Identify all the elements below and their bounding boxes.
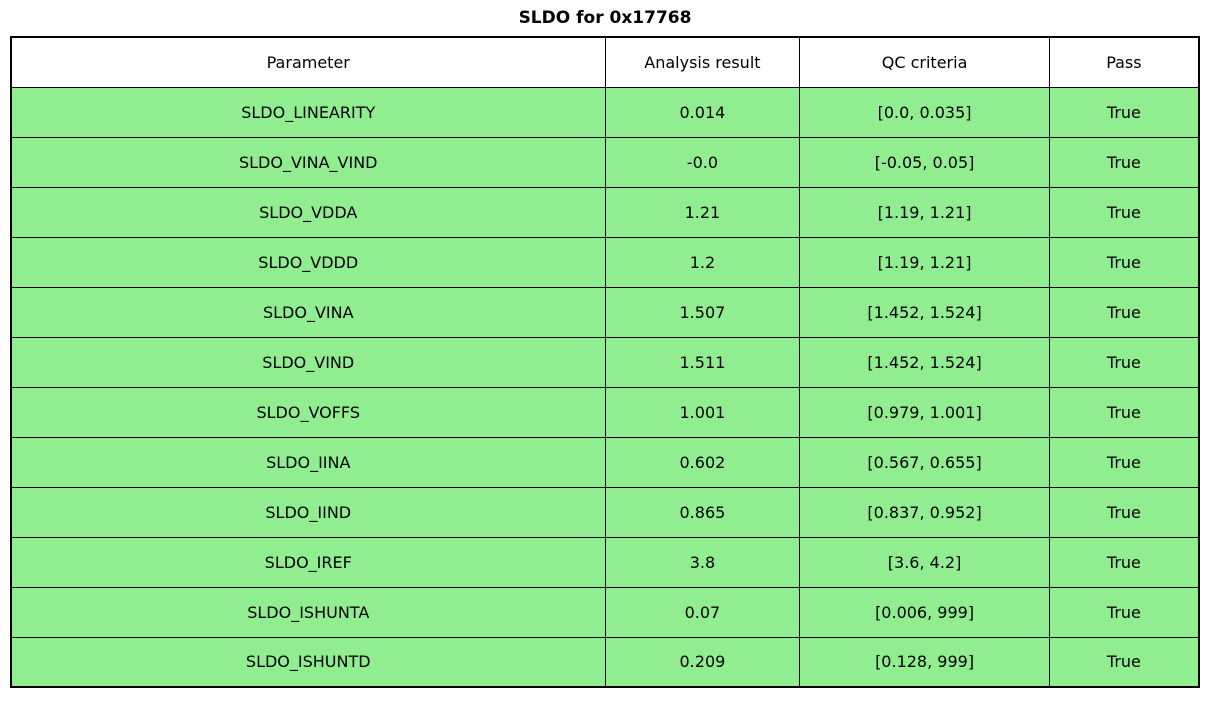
cell-analysis-result: 1.507: [604, 286, 801, 338]
cell-analysis-result: 3.8: [604, 536, 801, 588]
cell-parameter: SLDO_VIND: [10, 336, 606, 388]
cell-parameter: SLDO_VOFFS: [10, 386, 606, 438]
cell-qc-criteria: [0.567, 0.655]: [799, 436, 1050, 488]
cell-pass: True: [1048, 636, 1200, 688]
cell-qc-criteria: [0.837, 0.952]: [799, 486, 1050, 538]
cell-pass: True: [1048, 386, 1200, 438]
column-header-analysis-result: Analysis result: [604, 36, 801, 88]
cell-qc-criteria: [0.979, 1.001]: [799, 386, 1050, 438]
cell-qc-criteria: [1.452, 1.524]: [799, 286, 1050, 338]
header-row: Parameter Analysis result QC criteria Pa…: [10, 36, 1200, 88]
table-row: SLDO_IIND 0.865 [0.837, 0.952] True: [10, 486, 1200, 538]
cell-parameter: SLDO_IINA: [10, 436, 606, 488]
qc-results-table: Parameter Analysis result QC criteria Pa…: [10, 36, 1200, 688]
table-row: SLDO_IREF 3.8 [3.6, 4.2] True: [10, 536, 1200, 588]
table-row: SLDO_VDDA 1.21 [1.19, 1.21] True: [10, 186, 1200, 238]
cell-pass: True: [1048, 436, 1200, 488]
cell-pass: True: [1048, 236, 1200, 288]
table-row: SLDO_LINEARITY 0.014 [0.0, 0.035] True: [10, 86, 1200, 138]
cell-analysis-result: 1.511: [604, 336, 801, 388]
cell-analysis-result: 1.001: [604, 386, 801, 438]
cell-parameter: SLDO_LINEARITY: [10, 86, 606, 138]
table-row: SLDO_VINA_VIND -0.0 [-0.05, 0.05] True: [10, 136, 1200, 188]
table-row: SLDO_ISHUNTD 0.209 [0.128, 999] True: [10, 636, 1200, 688]
cell-analysis-result: 1.2: [604, 236, 801, 288]
cell-parameter: SLDO_IREF: [10, 536, 606, 588]
table-row: SLDO_VOFFS 1.001 [0.979, 1.001] True: [10, 386, 1200, 438]
cell-pass: True: [1048, 86, 1200, 138]
cell-parameter: SLDO_VINA: [10, 286, 606, 338]
cell-parameter: SLDO_VDDD: [10, 236, 606, 288]
table-row: SLDO_VDDD 1.2 [1.19, 1.21] True: [10, 236, 1200, 288]
cell-qc-criteria: [1.452, 1.524]: [799, 336, 1050, 388]
cell-qc-criteria: [1.19, 1.21]: [799, 236, 1050, 288]
table-row: SLDO_VINA 1.507 [1.452, 1.524] True: [10, 286, 1200, 338]
cell-qc-criteria: [0.0, 0.035]: [799, 86, 1050, 138]
cell-analysis-result: 0.602: [604, 436, 801, 488]
table-row: SLDO_ISHUNTA 0.07 [0.006, 999] True: [10, 586, 1200, 638]
table-row: SLDO_VIND 1.511 [1.452, 1.524] True: [10, 336, 1200, 388]
cell-analysis-result: 1.21: [604, 186, 801, 238]
cell-parameter: SLDO_VDDA: [10, 186, 606, 238]
cell-parameter: SLDO_VINA_VIND: [10, 136, 606, 188]
cell-pass: True: [1048, 336, 1200, 388]
cell-qc-criteria: [0.128, 999]: [799, 636, 1050, 688]
table-row: SLDO_IINA 0.602 [0.567, 0.655] True: [10, 436, 1200, 488]
cell-parameter: SLDO_IIND: [10, 486, 606, 538]
cell-pass: True: [1048, 536, 1200, 588]
cell-qc-criteria: [-0.05, 0.05]: [799, 136, 1050, 188]
cell-pass: True: [1048, 186, 1200, 238]
cell-analysis-result: 0.865: [604, 486, 801, 538]
page-title: SLDO for 0x17768: [518, 8, 692, 28]
cell-pass: True: [1048, 136, 1200, 188]
cell-analysis-result: 0.209: [604, 636, 801, 688]
cell-qc-criteria: [0.006, 999]: [799, 586, 1050, 638]
cell-analysis-result: 0.014: [604, 86, 801, 138]
cell-parameter: SLDO_ISHUNTA: [10, 586, 606, 638]
table-body: SLDO_LINEARITY 0.014 [0.0, 0.035] True SLDO_…: [10, 86, 1200, 688]
column-header-pass: Pass: [1048, 36, 1200, 88]
column-header-qc-criteria: QC criteria: [799, 36, 1050, 88]
cell-pass: True: [1048, 586, 1200, 638]
cell-qc-criteria: [1.19, 1.21]: [799, 186, 1050, 238]
cell-qc-criteria: [3.6, 4.2]: [799, 536, 1050, 588]
cell-analysis-result: -0.0: [604, 136, 801, 188]
cell-pass: True: [1048, 486, 1200, 538]
cell-analysis-result: 0.07: [604, 586, 801, 638]
cell-parameter: SLDO_ISHUNTD: [10, 636, 606, 688]
cell-pass: True: [1048, 286, 1200, 338]
column-header-parameter: Parameter: [10, 36, 606, 88]
